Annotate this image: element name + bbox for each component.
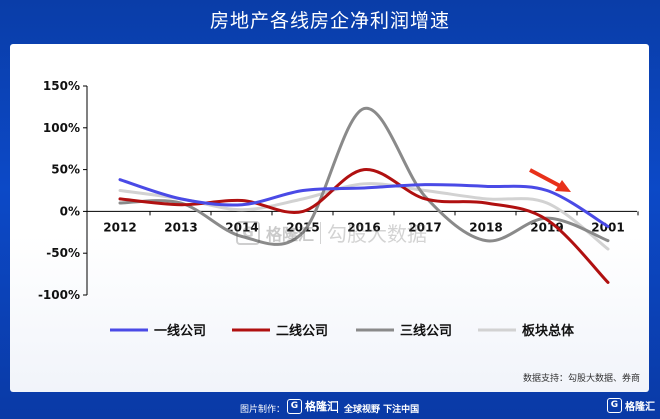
x-tick-label: 2014: [225, 220, 258, 234]
legend-item-tier3-label: 三线公司: [400, 323, 452, 339]
y-tick-label: 100%: [43, 121, 80, 135]
chart-title: 房地产各线房企净利润增速: [209, 10, 450, 32]
y-tick-label: -50%: [46, 246, 80, 260]
corner-brand-text: 格隆汇: [625, 402, 655, 413]
series-line-tier1: [118, 178, 610, 228]
legend-item-tier2-label: 二线公司: [276, 323, 328, 339]
footer-slogan: 全球视野 下注中国: [344, 405, 420, 415]
y-tick-label: -100%: [38, 288, 80, 302]
x-tick-label: 2013: [164, 220, 197, 234]
x-tick-label: 2018: [469, 220, 502, 234]
line-chart: 150% 100% 50% 0% -50% -100% 2012 2013 2014 2015 20…: [38, 79, 639, 339]
x-tick-label: 2016: [347, 220, 380, 234]
x-tick-label: 2015: [286, 220, 319, 234]
footer-logo-icon: G: [287, 398, 302, 414]
chart-panel: 150% 100% 50% 0% -50% -100% 2012 2013 2014 2015 20…: [10, 44, 649, 392]
footer-brand: G 格隆汇: [287, 398, 338, 414]
series-line-tier3: [118, 107, 610, 246]
annotation-arrow: [529, 168, 563, 189]
x-tick-label: 2019: [530, 220, 563, 234]
footer-maker-label: 图片制作：: [240, 405, 286, 415]
corner-logo-icon: G: [607, 398, 622, 413]
y-tick-label: 0%: [60, 204, 80, 218]
footer: 图片制作： G 格隆汇 全球视野 下注中国 G 格隆汇: [0, 394, 660, 419]
annotation-arrow-head: [555, 180, 571, 192]
legend-item-tier1-label: 一线公司: [154, 323, 206, 339]
series-line-overall: [118, 182, 610, 251]
y-tick-label: 50%: [51, 163, 80, 177]
x-tick-label: 2012: [103, 220, 136, 234]
y-tick-label: 150%: [43, 79, 80, 93]
footer-divider: [337, 401, 338, 413]
footer-corner-brand: G 格隆汇: [607, 398, 655, 413]
legend-item-overall-label: 板块总体: [522, 323, 575, 339]
source-note: 数据支持：勾股大数据、券商: [522, 374, 640, 384]
x-tick-label: 2017: [408, 220, 441, 234]
footer-brand-text: 格隆汇: [305, 400, 338, 413]
